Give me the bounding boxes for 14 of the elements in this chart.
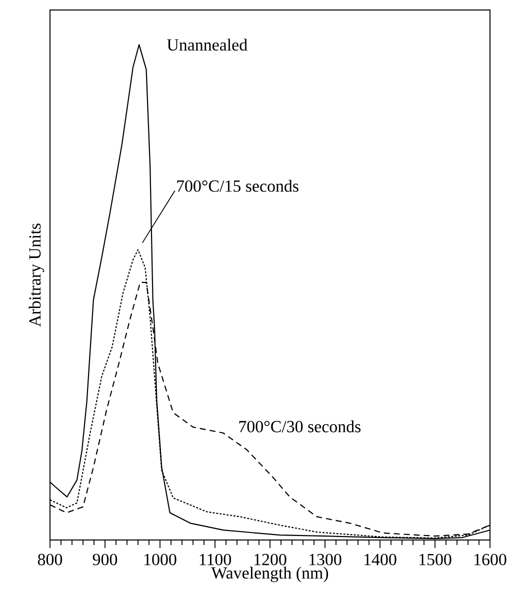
x-tick-label: 1300 (310, 554, 342, 566)
x-tick-label: 1000 (144, 554, 176, 566)
x-tick-label: 800 (38, 554, 62, 566)
series-label: 700°C/30 seconds (239, 420, 361, 432)
x-tick-label: 1600 (474, 554, 506, 566)
series-label: Unannealed (167, 38, 248, 51)
y-axis-title: Arbitrary Units (28, 224, 44, 327)
x-tick-label: 1100 (200, 554, 231, 566)
text: 700°C/15 seconds (177, 180, 298, 192)
x-tick-label: 1200 (254, 554, 286, 566)
x-axis-title: Wavelength (nm) (211, 566, 328, 582)
x-tick-label: 900 (92, 554, 118, 566)
x-tick-label: 1400 (364, 554, 396, 566)
x-tick-label: 1500 (420, 554, 452, 566)
